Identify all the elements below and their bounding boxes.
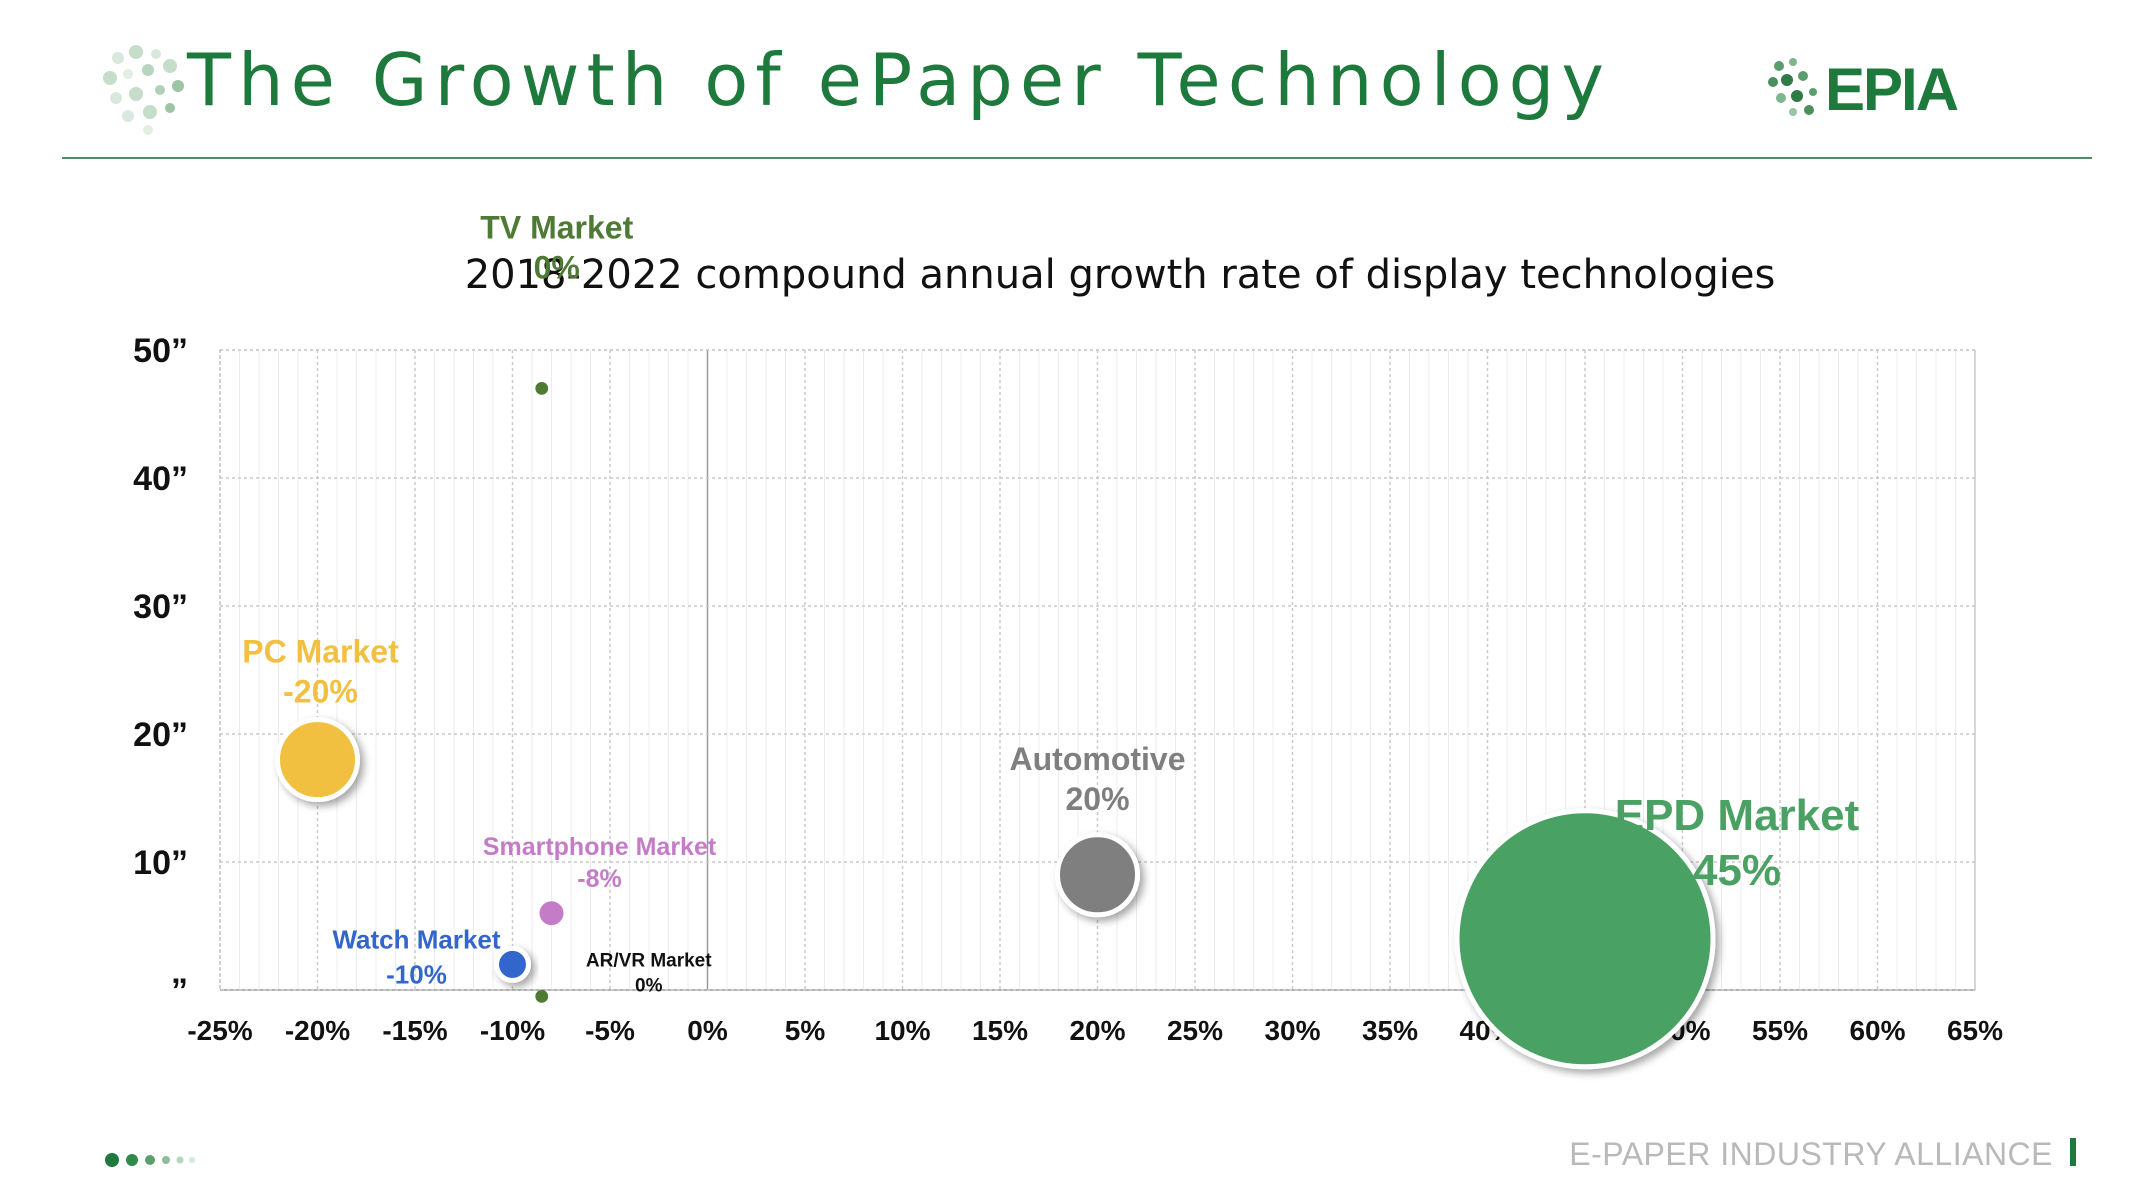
x-tick-label: 35% [1362,1015,1418,1046]
page-title: The Growth of ePaper Technology [187,38,1611,122]
data-label-pc-market: PC Market [242,634,399,670]
x-tick-label: 10% [874,1015,930,1046]
epia-logo-dots-icon [1768,58,1817,116]
x-tick-label: -20% [285,1015,350,1046]
x-tick-label: -25% [187,1015,252,1046]
footer-brand-text: E-PAPER INDUSTRY ALLIANCE [1569,1136,2053,1172]
data-label-growth-pc-market: -20% [283,674,358,710]
x-tick-label: -10% [480,1015,545,1046]
x-tick-label: 15% [972,1015,1028,1046]
y-tick-label: 20” [133,716,188,754]
x-tick-label: 55% [1752,1015,1808,1046]
x-tick-label: 60% [1849,1015,1905,1046]
x-tick-label: 5% [785,1015,826,1046]
bubble-ar-vr-market [535,990,549,1003]
bubble-pc-market [275,717,360,803]
bubble-watch-market [494,945,531,983]
data-label-watch-market: Watch Market [332,924,500,954]
y-tick-label: 10” [133,844,188,882]
data-label-tv-market: TV Market [480,209,633,245]
x-tick-label: -5% [585,1015,635,1046]
bubble-tv-market [535,382,549,395]
epia-logo: EPIA [1768,56,1960,123]
x-tick-label: 0% [687,1015,728,1046]
data-label-smartphone-market: Smartphone Market [483,833,717,861]
x-tick-label: -15% [382,1015,447,1046]
footer-progress-dots-icon [105,1153,195,1167]
data-label-growth-automotive: 20% [1065,781,1129,817]
bubble-epd-market [1454,808,1716,1070]
data-label-growth-tv-market: 0% [534,249,580,285]
data-label-epd-market: EPD Market [1615,791,1860,840]
x-tick-label: 25% [1167,1015,1223,1046]
data-label-ar-vr-market: AR/VR Market [586,950,712,971]
x-tick-label: 65% [1947,1015,2003,1046]
x-tick-label: 20% [1069,1015,1125,1046]
bubble-smartphone-market [539,901,564,926]
footer-accent-bar [2070,1138,2076,1166]
y-tick-label: ” [171,972,188,1010]
y-tick-label: 50” [133,332,188,370]
y-tick-label: 30” [133,588,188,626]
epia-logo-text: EPIA [1825,56,1958,123]
plot-frame [219,349,1976,991]
data-label-growth-epd-market: 45% [1693,846,1781,895]
bubble-automotive [1055,832,1140,918]
header-divider [62,157,2092,159]
header-dots-logo-icon [103,45,184,135]
data-label-automotive: Automotive [1010,741,1186,777]
y-tick-label: 40” [133,460,188,498]
data-label-growth-ar-vr-market: 0% [635,975,663,996]
data-label-growth-smartphone-market: -8% [577,865,621,893]
chart-title: 2018-2022 compound annual growth rate of… [464,252,1776,298]
x-tick-label: 30% [1264,1015,1320,1046]
data-label-growth-watch-market: -10% [386,959,447,989]
